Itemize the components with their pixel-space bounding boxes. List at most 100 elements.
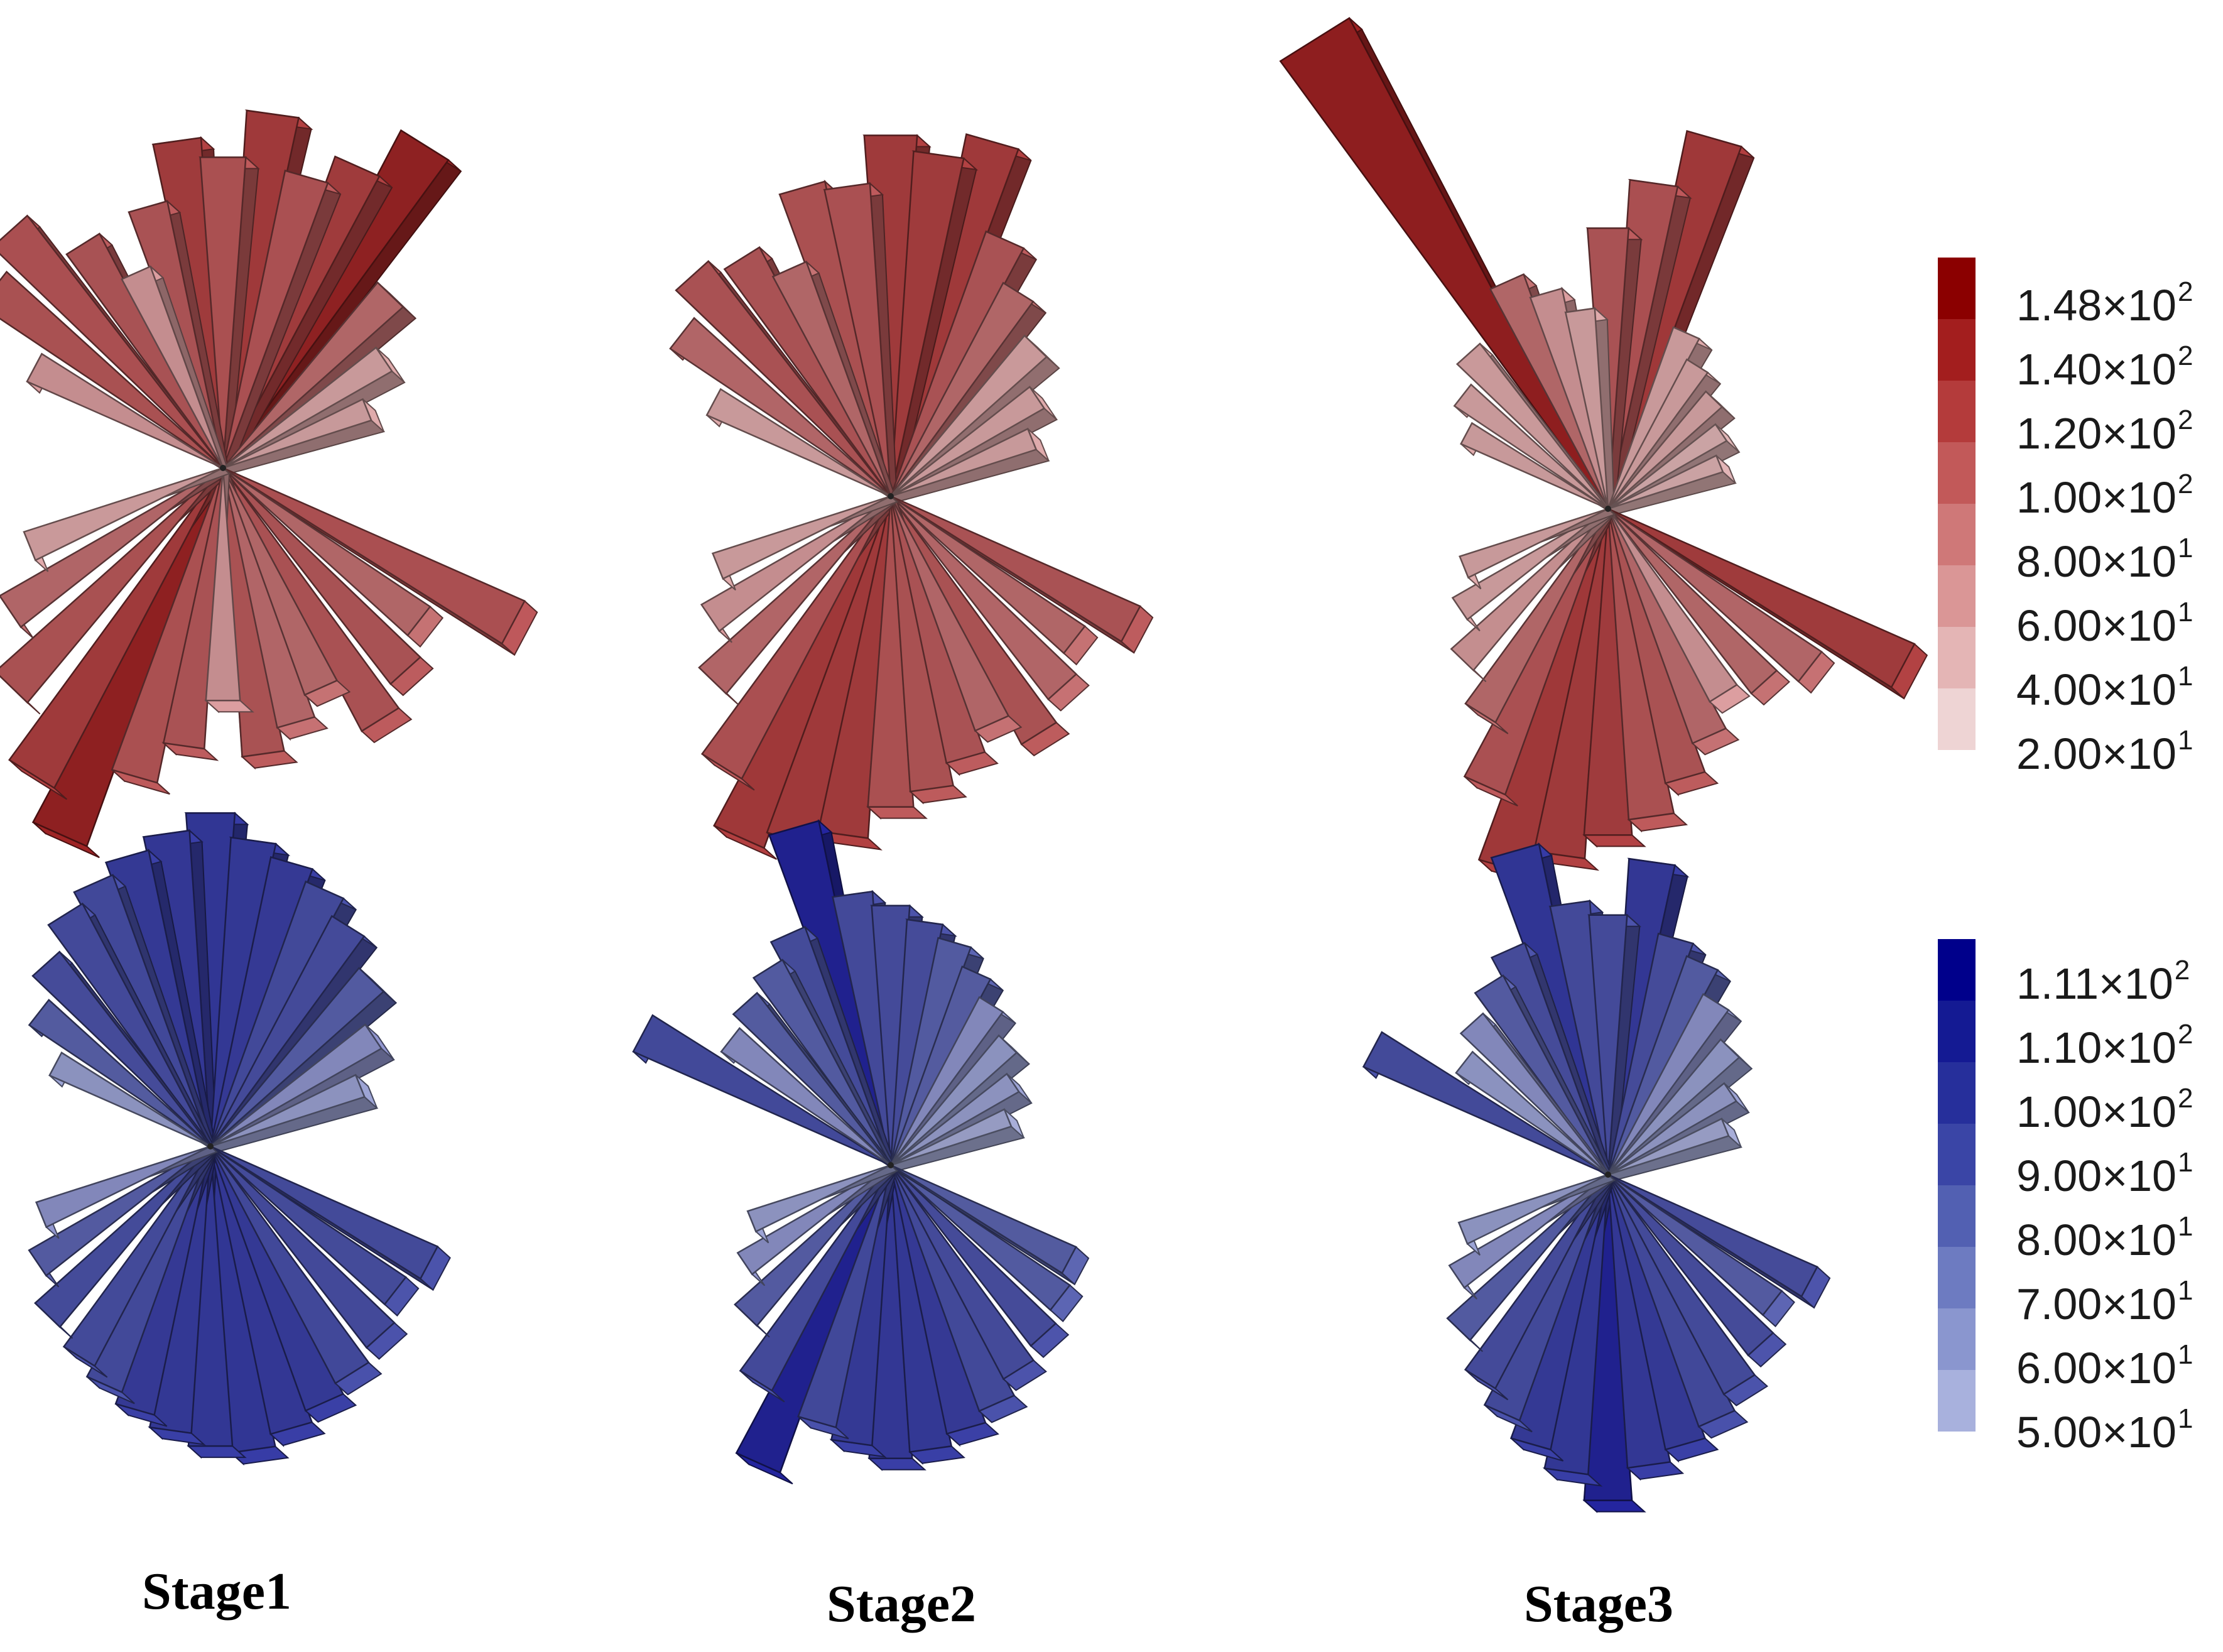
petal-down-7 bbox=[205, 467, 241, 702]
petal-up-3 bbox=[1279, 16, 1609, 509]
petal-up-11 bbox=[889, 281, 1035, 497]
legend-swatch bbox=[1938, 1247, 1976, 1308]
petal-down-11 bbox=[62, 1146, 212, 1367]
petal-down-14 bbox=[35, 1145, 211, 1229]
petal-up-13 bbox=[1607, 423, 1728, 510]
petal-down-2 bbox=[1607, 1174, 1775, 1357]
petal-up-1 bbox=[669, 317, 891, 497]
rose-center bbox=[888, 493, 894, 499]
legend-tick-label: 1.00×102 bbox=[2016, 1083, 2193, 1136]
petal-down-0 bbox=[210, 1145, 439, 1280]
petal-cap-down-7 bbox=[866, 806, 928, 819]
petal-down-12 bbox=[0, 467, 224, 704]
petal-up-1 bbox=[28, 998, 211, 1148]
legend-swatch bbox=[1938, 627, 1976, 688]
petal-down-14 bbox=[711, 495, 891, 580]
rose-red-stage2 bbox=[669, 133, 1154, 860]
petal-down-0 bbox=[890, 495, 1141, 643]
petal-down-12 bbox=[734, 1165, 891, 1327]
petal-up-14 bbox=[1607, 1117, 1730, 1176]
legend-bar-red bbox=[1938, 258, 1976, 750]
stage-label-2: Stage2 bbox=[827, 1575, 976, 1633]
legend-swatch bbox=[1938, 1001, 1976, 1062]
rose-center bbox=[888, 1162, 894, 1168]
petal-up-11 bbox=[209, 915, 366, 1147]
legend-tick-label: 2.00×101 bbox=[2016, 725, 2193, 778]
legend-tick-label: 6.00×101 bbox=[2016, 1339, 2193, 1393]
petal-down-13 bbox=[1451, 508, 1609, 621]
legend-swatch bbox=[1938, 1185, 1976, 1247]
petal-down-13 bbox=[736, 1164, 891, 1276]
petal-down-0 bbox=[890, 1164, 1077, 1274]
petal-up-0 bbox=[1460, 421, 1609, 510]
petal-cap-down-7 bbox=[1582, 1499, 1646, 1513]
petal-up-6 bbox=[823, 182, 892, 497]
petal-up-13 bbox=[1607, 1082, 1737, 1176]
petal-down-12 bbox=[1450, 508, 1609, 672]
petal-up-9 bbox=[222, 170, 329, 469]
petal-up-14 bbox=[890, 427, 1038, 497]
petal-up-1 bbox=[0, 270, 224, 469]
petal-down-14 bbox=[1459, 508, 1609, 579]
petal-down-11 bbox=[1464, 1174, 1609, 1390]
petal-up-7 bbox=[199, 156, 247, 469]
petal-down-2 bbox=[210, 1146, 396, 1349]
petal-down-13 bbox=[0, 467, 224, 629]
petal-down-13 bbox=[1448, 1173, 1609, 1289]
petal-up-0 bbox=[632, 1014, 891, 1166]
petal-up-2 bbox=[1459, 1012, 1609, 1175]
petal-up-3 bbox=[47, 902, 212, 1147]
petal-down-3 bbox=[209, 1146, 370, 1384]
legend-tick-label: 1.11×102 bbox=[2016, 955, 2190, 1008]
petal-down-14 bbox=[23, 467, 224, 562]
petal-up-1 bbox=[1455, 1050, 1609, 1176]
petal-up-12 bbox=[222, 281, 405, 469]
petal-down-12 bbox=[1446, 1174, 1609, 1342]
legend-tick-label: 4.00×101 bbox=[2016, 661, 2193, 714]
legend-tick-label: 7.00×101 bbox=[2016, 1275, 2193, 1329]
petal-up-12 bbox=[890, 1034, 1018, 1166]
petal-down-3 bbox=[889, 1165, 1035, 1381]
petal-down-1 bbox=[222, 467, 432, 637]
petal-up-12 bbox=[1607, 390, 1724, 509]
legend-tick-label: 8.00×101 bbox=[2016, 1211, 2193, 1264]
petal-up-3 bbox=[752, 959, 892, 1166]
legend-tick-label: 1.48×102 bbox=[2016, 276, 2193, 330]
petal-down-11 bbox=[1464, 508, 1609, 724]
legend-swatch bbox=[1938, 688, 1976, 750]
legend-tick-label: 5.00×101 bbox=[2016, 1403, 2193, 1457]
petal-up-2 bbox=[1455, 342, 1609, 509]
rose-center bbox=[207, 1143, 214, 1149]
rose-center bbox=[1605, 1171, 1611, 1178]
legend-tick-label: 1.20×102 bbox=[2016, 405, 2193, 458]
petal-cap-down-7 bbox=[867, 1457, 927, 1470]
petal-up-1 bbox=[720, 1026, 891, 1166]
petal-up-13 bbox=[890, 1072, 1020, 1166]
legend-swatch bbox=[1938, 442, 1976, 504]
petal-up-11 bbox=[889, 996, 1004, 1166]
legend-swatch bbox=[1938, 565, 1976, 627]
legend-tick-label: 9.00×101 bbox=[2016, 1147, 2193, 1200]
petal-up-2 bbox=[732, 991, 891, 1166]
rose-blue-stage3 bbox=[1362, 842, 1831, 1513]
stage-label-1: Stage1 bbox=[142, 1562, 291, 1621]
petal-up-12 bbox=[890, 334, 1048, 497]
petal-up-14 bbox=[210, 1073, 366, 1148]
petal-down-11 bbox=[8, 467, 224, 790]
petal-up-2 bbox=[675, 259, 891, 497]
petal-up-1 bbox=[1453, 383, 1609, 510]
petal-up-12 bbox=[1607, 1038, 1741, 1175]
petal-down-1 bbox=[1607, 508, 1823, 683]
petal-up-7 bbox=[1588, 914, 1628, 1175]
petal-up-4 bbox=[121, 265, 224, 469]
petal-down-14 bbox=[1457, 1173, 1609, 1245]
rose-red-stage1 bbox=[0, 109, 538, 859]
legend-tick-label: 1.00×102 bbox=[2016, 469, 2193, 522]
petal-up-8 bbox=[889, 150, 965, 497]
petal-down-2 bbox=[1607, 508, 1778, 695]
petal-down-9 bbox=[797, 1165, 892, 1428]
petal-down-12 bbox=[34, 1146, 211, 1329]
petal-down-4 bbox=[222, 467, 339, 696]
petal-down-4 bbox=[889, 496, 1010, 732]
petal-down-0 bbox=[1607, 508, 1916, 688]
